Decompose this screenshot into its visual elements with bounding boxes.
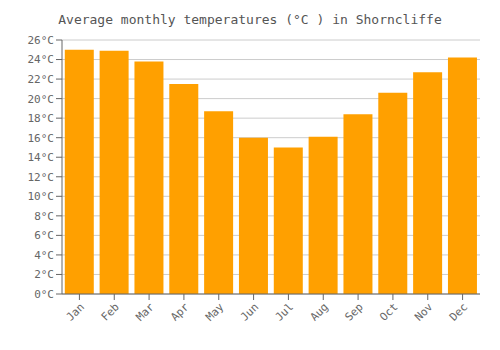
svg-text:Sep: Sep bbox=[342, 300, 365, 323]
svg-text:Jun: Jun bbox=[238, 300, 261, 323]
svg-text:Dec: Dec bbox=[447, 300, 470, 323]
svg-text:0°C: 0°C bbox=[34, 288, 54, 301]
svg-text:Nov: Nov bbox=[412, 300, 436, 324]
svg-text:Jan: Jan bbox=[64, 300, 87, 323]
svg-text:Feb: Feb bbox=[99, 300, 122, 323]
svg-text:24°C: 24°C bbox=[28, 53, 55, 66]
svg-text:Mar: Mar bbox=[133, 300, 157, 324]
svg-text:26°C: 26°C bbox=[28, 34, 55, 47]
svg-text:8°C: 8°C bbox=[34, 210, 54, 223]
svg-text:May: May bbox=[203, 300, 227, 324]
svg-text:16°C: 16°C bbox=[28, 132, 55, 145]
svg-text:18°C: 18°C bbox=[28, 112, 55, 125]
svg-text:4°C: 4°C bbox=[34, 249, 54, 262]
svg-text:Aug: Aug bbox=[308, 300, 331, 323]
svg-text:20°C: 20°C bbox=[28, 93, 55, 106]
svg-text:22°C: 22°C bbox=[28, 73, 55, 86]
svg-text:Apr: Apr bbox=[168, 300, 192, 324]
html-text:Average monthly temperatures (: Average monthly temperatures (°C ) in Sh… bbox=[58, 12, 442, 27]
svg-text:Oct: Oct bbox=[377, 300, 400, 323]
svg-text:Jul: Jul bbox=[273, 300, 296, 323]
svg-text:14°C: 14°C bbox=[28, 151, 55, 164]
svg-text:6°C: 6°C bbox=[34, 229, 54, 242]
svg-text:12°C: 12°C bbox=[28, 171, 55, 184]
svg-text:2°C: 2°C bbox=[34, 268, 54, 281]
svg-text:10°C: 10°C bbox=[28, 190, 55, 203]
